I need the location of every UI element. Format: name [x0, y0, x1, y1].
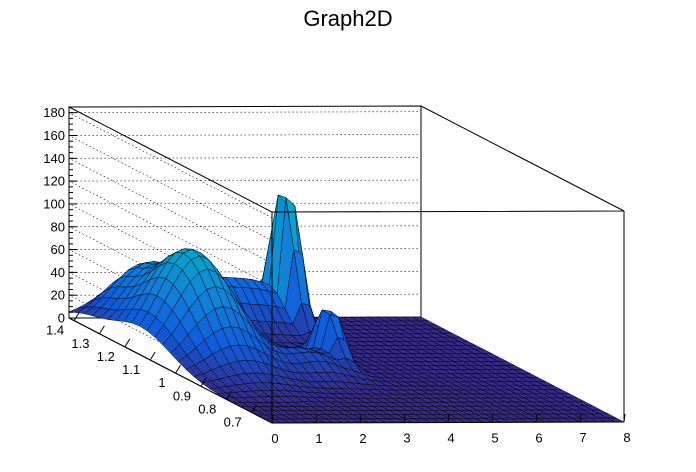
frame-top-edge — [271, 105, 625, 213]
x-tick — [623, 413, 626, 423]
x-tick-label: 5 — [491, 430, 498, 445]
y-tick-label: 0.8 — [198, 401, 216, 416]
y-axis-line — [68, 317, 273, 424]
z-tick-label: 180 — [43, 105, 65, 120]
z-tick-label: 80 — [51, 219, 65, 234]
chart-title: Graph2D — [303, 6, 392, 31]
x-tick-label: 6 — [535, 430, 542, 445]
z-tick-label: 40 — [51, 265, 65, 280]
y-tick — [251, 404, 258, 413]
x-tick-label: 7 — [579, 430, 586, 445]
x-tick-label: 4 — [447, 431, 454, 446]
x-tick — [403, 414, 406, 423]
grid-line — [68, 179, 422, 287]
z-tick-label: 0 — [58, 311, 65, 326]
y-tick — [124, 338, 131, 348]
y-tick-label: 0.9 — [173, 388, 191, 403]
x-tick — [535, 414, 538, 423]
y-tick — [99, 325, 105, 335]
z-tick-label: 20 — [51, 288, 65, 303]
y-tick-label: 1 — [158, 375, 165, 390]
x-tick — [447, 414, 450, 423]
y-tick — [200, 377, 207, 387]
grid-line — [68, 134, 422, 241]
y-tick-label: 1.2 — [97, 349, 115, 364]
y-tick-label: 1.4 — [46, 323, 64, 338]
z-tick-label: 160 — [43, 128, 65, 143]
x-tick-label: 2 — [359, 431, 366, 446]
x-tick — [491, 414, 494, 423]
x-tick-label: 0 — [271, 431, 278, 446]
x-tick — [359, 414, 362, 423]
x-tick-label: 3 — [403, 431, 410, 446]
y-tick — [149, 351, 156, 361]
z-tick-label: 100 — [43, 196, 65, 211]
z-tick-label: 120 — [43, 174, 65, 189]
y-tick — [175, 364, 181, 374]
y-axis: 0.7 0.8 0.9 1 1.1 1.2 1.3 1.4 — [46, 312, 273, 430]
x-tick — [579, 414, 582, 423]
y-tick-label: 1.1 — [122, 362, 140, 377]
x-tick-label: 1 — [315, 431, 322, 446]
z-tick-label: 60 — [51, 242, 65, 257]
y-tick — [225, 391, 232, 400]
grid-line — [68, 111, 422, 218]
x-tick — [315, 414, 318, 423]
x-axis: 0 1 2 3 4 5 6 7 8 — [271, 413, 631, 446]
grid-line — [68, 157, 422, 264]
z-axis: 0 20 40 60 80 100 120 140 160 180 — [43, 105, 77, 326]
surface-mesh — [68, 194, 625, 424]
y-tick — [73, 312, 80, 321]
x-tick-label: 8 — [623, 430, 630, 445]
x-tick — [271, 414, 274, 424]
y-tick-label: 1.3 — [71, 336, 89, 351]
y-tick-label: 0.7 — [224, 415, 242, 430]
z-tick-label: 140 — [43, 151, 65, 166]
